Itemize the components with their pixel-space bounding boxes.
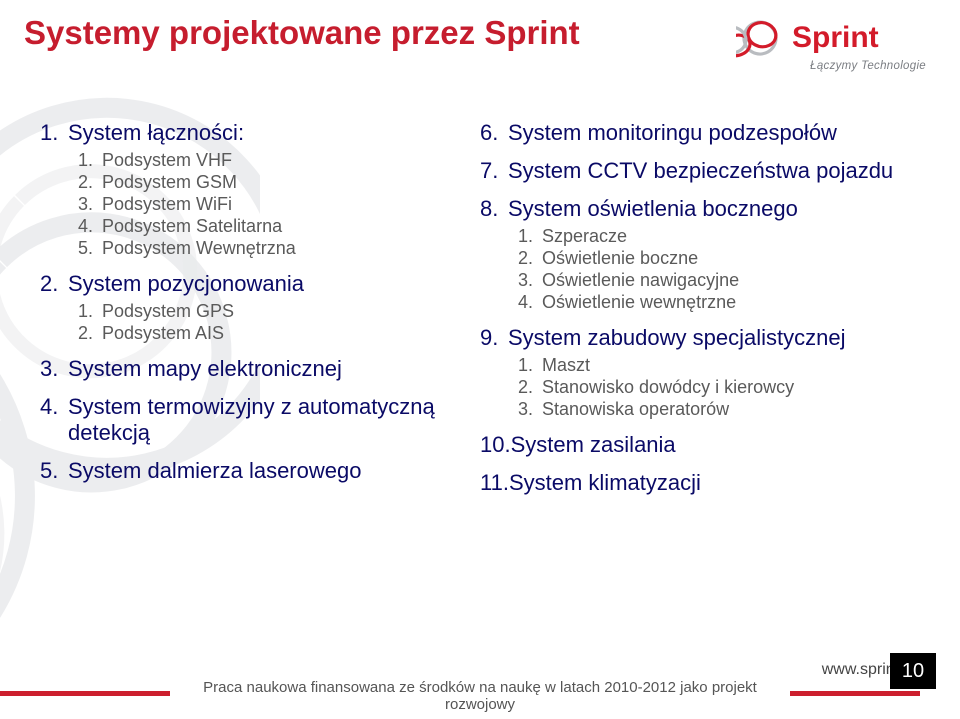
list-text: System dalmierza laserowego	[68, 458, 361, 484]
list-number: 1.	[40, 120, 68, 146]
logo-mark-icon	[736, 14, 784, 62]
list-item: 10.System zasilania	[480, 432, 900, 458]
sublist-text: Podsystem VHF	[102, 150, 232, 171]
list-number: 8.	[480, 196, 508, 222]
sublist-text: Stanowiska operatorów	[542, 399, 729, 420]
sublist-number: 4.	[78, 216, 102, 237]
list-text: System CCTV bezpieczeństwa pojazdu	[508, 158, 893, 184]
list-text: System mapy elektronicznej	[68, 356, 342, 382]
sublist-item: 4.Podsystem Satelitarna	[78, 216, 460, 237]
sublist-text: Podsystem Satelitarna	[102, 216, 282, 237]
list-text: System oświetlenia bocznego	[508, 196, 798, 222]
sublist-item: 3.Stanowiska operatorów	[518, 399, 900, 420]
list-text: System termowizyjny z automatyczną detek…	[68, 394, 460, 446]
sublist-item: 2.Podsystem AIS	[78, 323, 460, 344]
list-item: 8.System oświetlenia bocznego 1.Szperacze…	[480, 196, 900, 313]
list-text: System monitoringu podzespołów	[508, 120, 837, 146]
sublist-item: 3.Oświetlenie nawigacyjne	[518, 270, 900, 291]
list-item: 7.System CCTV bezpieczeństwa pojazdu	[480, 158, 900, 184]
sublist-text: Podsystem GSM	[102, 172, 237, 193]
sublist-item: 2.Podsystem GSM	[78, 172, 460, 193]
sublist-item: 3.Podsystem WiFi	[78, 194, 460, 215]
sublist-text: Podsystem Wewnętrzna	[102, 238, 296, 259]
sublist-number: 2.	[518, 248, 542, 269]
list-item: 1.System łączności:1.Podsystem VHF2.Pods…	[40, 120, 460, 259]
logo-text: Sprint	[792, 21, 879, 55]
list-item: 9.System zabudowy specjalistycznej 1.Masz…	[480, 325, 900, 420]
sublist-number: 1.	[78, 301, 102, 322]
sublist-number: 2.	[78, 172, 102, 193]
list-item: 4.System termowizyjny z automatyczną det…	[40, 394, 460, 446]
list-number: 9.	[480, 325, 508, 351]
sublist-text: Stanowisko dowódcy i kierowcy	[542, 377, 794, 398]
sublist-item: 2.Oświetlenie boczne	[518, 248, 900, 269]
list-text: System pozycjonowania	[68, 271, 304, 297]
list-number: 4.	[40, 394, 68, 420]
sublist-text: Oświetlenie nawigacyjne	[542, 270, 739, 291]
sublist-number: 4.	[518, 292, 542, 313]
slide: Systemy projektowane przez Sprint Sprint…	[0, 0, 960, 719]
list-number: 11.	[480, 470, 509, 496]
sublist-text: Maszt	[542, 355, 590, 376]
sublist-item: 1.Szperacze	[518, 226, 900, 247]
sublist-text: Podsystem AIS	[102, 323, 224, 344]
page-number: 10	[890, 653, 936, 689]
sublist-text: Szperacze	[542, 226, 627, 247]
list-number: 2.	[40, 271, 68, 297]
sublist-number: 1.	[78, 150, 102, 171]
list-text: System łączności:	[68, 120, 244, 146]
sublist-item: 2.Stanowisko dowódcy i kierowcy	[518, 377, 900, 398]
content-area: 1.System łączności:1.Podsystem VHF2.Pods…	[40, 120, 920, 639]
footer-note: Praca naukowa finansowana ze środków na …	[170, 679, 790, 713]
sublist-text: Oświetlenie boczne	[542, 248, 698, 269]
sublist-number: 2.	[78, 323, 102, 344]
list-item: 6.System monitoringu podzespołów	[480, 120, 900, 146]
sublist-text: Oświetlenie wewnętrzne	[542, 292, 736, 313]
brand-logo: Sprint Łączymy Technologie	[736, 14, 926, 72]
list-number: 3.	[40, 356, 68, 382]
list-number: 7.	[480, 158, 508, 184]
sublist-number: 2.	[518, 377, 542, 398]
sublist-text: Podsystem GPS	[102, 301, 234, 322]
left-column: 1.System łączności:1.Podsystem VHF2.Pods…	[40, 120, 480, 639]
list-number: 10.	[480, 432, 511, 458]
sublist-item: 1.Podsystem GPS	[78, 301, 460, 322]
sublist-number: 3.	[78, 194, 102, 215]
list-text: System zabudowy specjalistycznej	[508, 325, 845, 351]
sublist-number: 1.	[518, 355, 542, 376]
list-item: 5.System dalmierza laserowego	[40, 458, 460, 484]
list-item: 11.System klimatyzacji	[480, 470, 900, 496]
sublist-item: 1.Maszt	[518, 355, 900, 376]
list-text: System klimatyzacji	[509, 470, 701, 496]
list-number: 5.	[40, 458, 68, 484]
sublist-item: 4.Oświetlenie wewnętrzne	[518, 292, 900, 313]
sublist-number: 3.	[518, 399, 542, 420]
sublist-number: 1.	[518, 226, 542, 247]
list-item: 3.System mapy elektronicznej	[40, 356, 460, 382]
footer-url: www.sprint.pl	[0, 661, 960, 679]
sublist-number: 5.	[78, 238, 102, 259]
sublist-item: 1.Podsystem VHF	[78, 150, 460, 171]
sublist-item: 5.Podsystem Wewnętrzna	[78, 238, 460, 259]
list-text: System zasilania	[511, 432, 676, 458]
slide-title: Systemy projektowane przez Sprint	[24, 14, 580, 52]
footer: www.sprint.pl Praca naukowa finansowana …	[0, 661, 960, 709]
sublist-text: Podsystem WiFi	[102, 194, 232, 215]
list-item: 2.System pozycjonowania1.Podsystem GPS2.…	[40, 271, 460, 344]
sublist-number: 3.	[518, 270, 542, 291]
list-number: 6.	[480, 120, 508, 146]
right-column: 6.System monitoringu podzespołów7.System…	[480, 120, 920, 639]
